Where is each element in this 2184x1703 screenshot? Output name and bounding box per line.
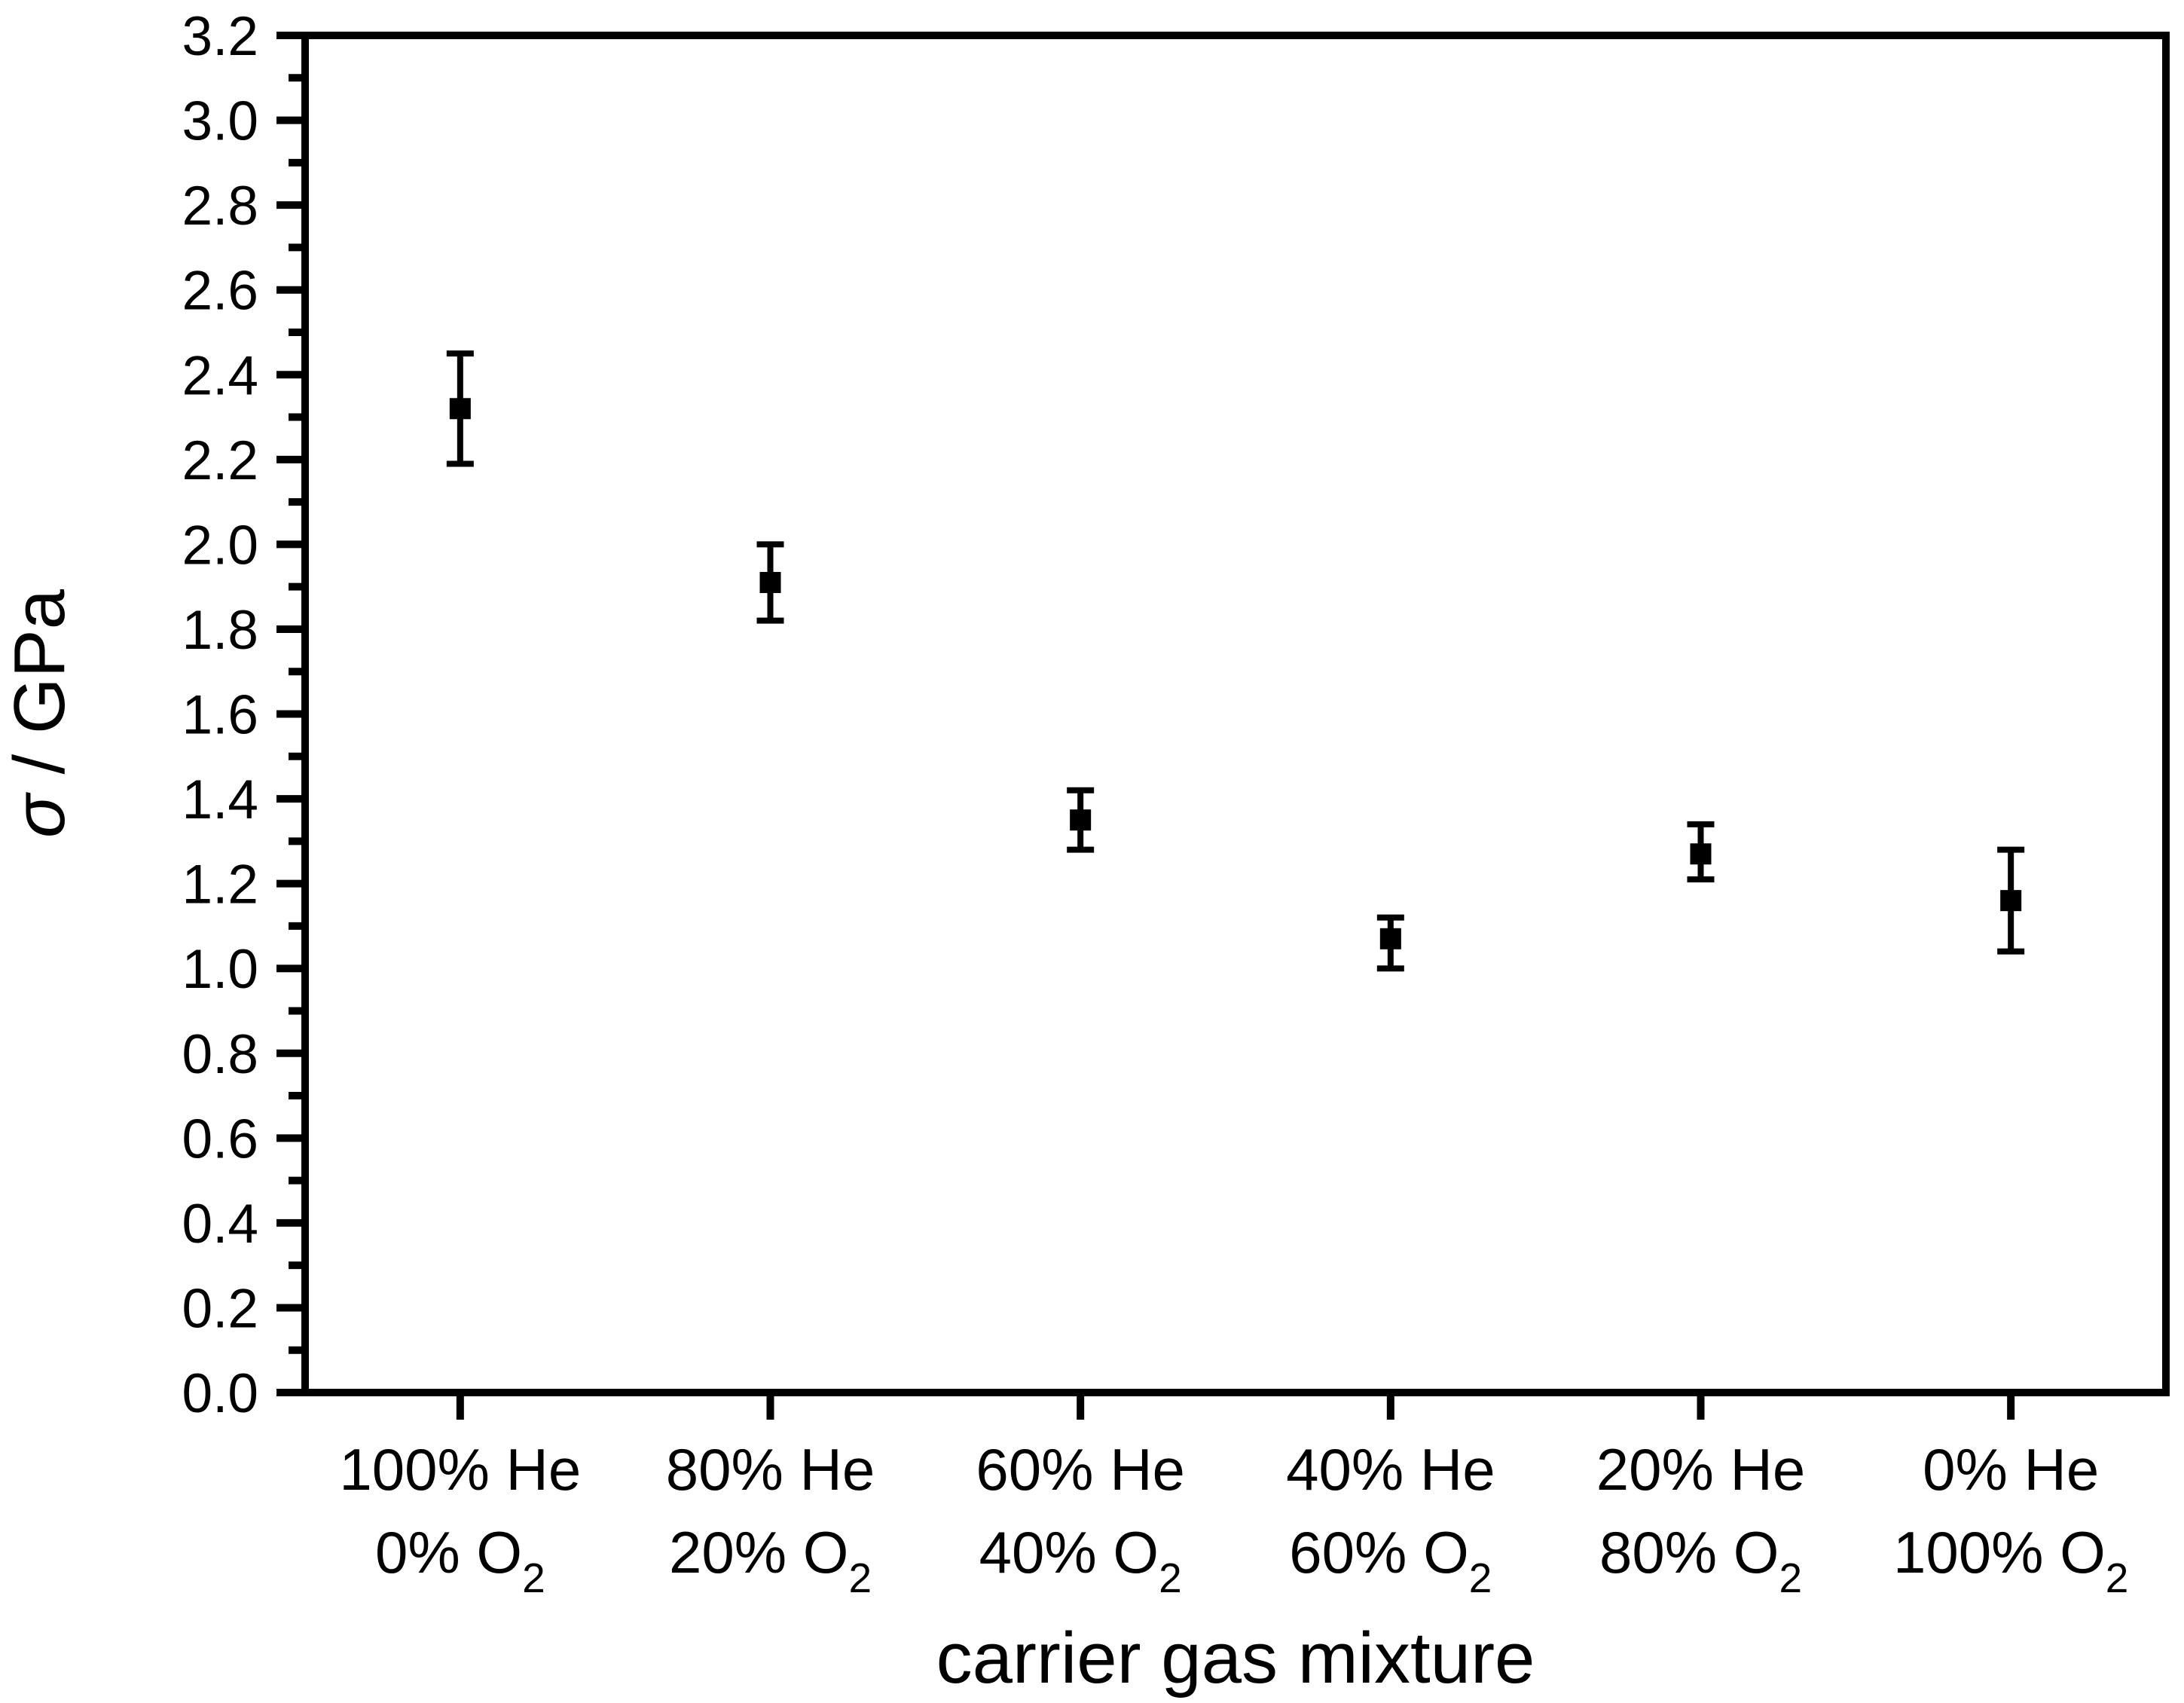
y-tick-label: 3.2 [182, 6, 258, 67]
y-tick-label: 1.0 [182, 939, 258, 1000]
y-tick-label: 0.4 [182, 1194, 258, 1255]
y-tick-label: 0.8 [182, 1024, 258, 1085]
y-tick-label: 0.6 [182, 1108, 258, 1169]
data-point-marker [2000, 890, 2022, 912]
y-tick-label: 2.6 [182, 261, 258, 322]
data-point-marker [1070, 809, 1092, 831]
data-point-marker [1379, 928, 1401, 949]
y-tick-label: 0.0 [182, 1363, 258, 1424]
y-tick-label: 1.8 [182, 600, 258, 661]
y-tick-label: 2.8 [182, 176, 258, 237]
x-axis-title: carrier gas mixture [936, 1618, 1535, 1698]
y-tick-label: 2.0 [182, 515, 258, 576]
y-tick-label: 3.0 [182, 91, 258, 152]
y-tick-label: 1.6 [182, 685, 258, 746]
category-label-o2: 80% O2 [1599, 1519, 1802, 1601]
data-point-marker [449, 398, 471, 420]
category-label-he: 40% He [1286, 1436, 1495, 1503]
category-label-o2: 0% O2 [375, 1519, 545, 1601]
category-label-o2: 20% O2 [669, 1519, 872, 1601]
category-label-o2: 60% O2 [1289, 1519, 1492, 1601]
category-label-o2: 40% O2 [979, 1519, 1182, 1601]
category-label-he: 60% He [976, 1436, 1185, 1503]
plot-generated-layer: 0.0 0.2 0.4 0.6 0.8 1.0 1.2 1.4 1.6 1.8 2.0 2.2 2.4 2… [182, 6, 2170, 1601]
category-label-o2: 100% O2 [1893, 1519, 2128, 1601]
plot-box [301, 32, 2170, 1396]
y-tick-label: 1.2 [182, 855, 258, 916]
y-tick-label: 2.4 [182, 345, 258, 406]
category-label-he: 80% He [666, 1436, 875, 1503]
y-axis-title: σ / GPa [0, 589, 80, 838]
y-tick-label: 2.2 [182, 430, 258, 491]
y-tick-label: 1.4 [182, 769, 258, 830]
category-label-he: 100% He [339, 1436, 581, 1503]
data-point-marker [759, 572, 781, 594]
data-point-marker [1690, 843, 1712, 865]
y-tick-label: 0.2 [182, 1278, 258, 1339]
category-label-he: 0% He [1923, 1436, 2099, 1503]
category-label-he: 20% He [1596, 1436, 1806, 1503]
